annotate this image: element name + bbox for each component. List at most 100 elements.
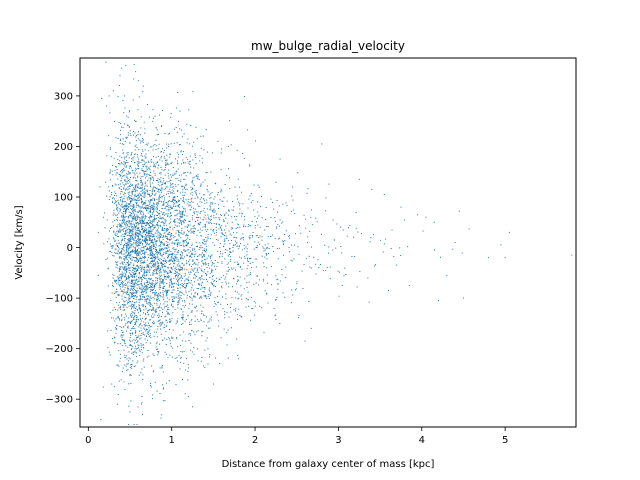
scatter-point <box>165 260 167 262</box>
scatter-point <box>201 356 203 358</box>
scatter-point <box>117 184 119 186</box>
scatter-point <box>185 162 187 164</box>
scatter-point <box>169 153 171 155</box>
scatter-point <box>266 293 268 295</box>
scatter-point <box>114 232 116 234</box>
scatter-point <box>202 365 204 367</box>
scatter-point <box>185 287 187 289</box>
scatter-point <box>454 242 456 243</box>
scatter-point <box>166 154 168 156</box>
scatter-point <box>176 271 178 273</box>
scatter-point <box>216 239 218 241</box>
scatter-point <box>168 270 170 272</box>
scatter-point <box>146 289 148 291</box>
scatter-point <box>168 243 170 245</box>
scatter-point <box>166 282 168 284</box>
scatter-point <box>249 195 251 197</box>
scatter-point <box>146 169 148 171</box>
scatter-point <box>156 251 158 253</box>
scatter-point <box>247 207 249 209</box>
scatter-point <box>157 295 159 297</box>
scatter-point <box>155 192 157 194</box>
scatter-point <box>149 235 151 237</box>
scatter-point <box>175 178 177 180</box>
scatter-point <box>137 228 139 230</box>
scatter-point <box>224 317 226 319</box>
scatter-point <box>120 379 122 381</box>
scatter-point <box>121 371 123 373</box>
scatter-point <box>147 264 149 266</box>
scatter-point <box>131 243 133 245</box>
scatter-point <box>146 104 148 106</box>
scatter-point <box>200 147 202 149</box>
scatter-point <box>129 314 131 316</box>
scatter-point <box>196 331 198 333</box>
scatter-point <box>165 262 167 264</box>
scatter-point <box>133 242 135 244</box>
scatter-point <box>294 233 296 235</box>
scatter-point <box>176 142 178 144</box>
scatter-point <box>135 246 137 248</box>
scatter-point <box>156 224 158 226</box>
scatter-point <box>279 322 281 324</box>
scatter-point <box>209 218 211 220</box>
scatter-point <box>222 219 224 221</box>
scatter-point <box>164 305 166 307</box>
scatter-point <box>194 153 196 155</box>
scatter-point <box>202 135 204 137</box>
scatter-point <box>146 264 148 266</box>
scatter-point <box>148 210 150 212</box>
scatter-point <box>158 351 160 353</box>
scatter-point <box>149 326 151 328</box>
scatter-point <box>174 259 176 261</box>
scatter-point <box>147 297 149 299</box>
scatter-point <box>121 212 123 214</box>
scatter-point <box>152 290 154 292</box>
scatter-point <box>132 232 134 234</box>
scatter-point <box>161 208 163 210</box>
scatter-point <box>109 148 111 150</box>
scatter-point <box>317 259 319 261</box>
scatter-point <box>197 176 199 178</box>
scatter-point <box>121 203 123 205</box>
scatter-point <box>126 246 128 248</box>
scatter-point <box>115 234 117 236</box>
scatter-point <box>119 280 121 282</box>
scatter-point <box>277 283 279 285</box>
scatter-point <box>240 315 242 317</box>
scatter-point <box>182 239 184 241</box>
scatter-point <box>256 274 258 276</box>
scatter-point <box>118 253 120 255</box>
scatter-point <box>191 303 193 305</box>
scatter-point <box>277 223 279 225</box>
scatter-point <box>123 187 125 189</box>
scatter-point <box>107 241 109 243</box>
scatter-point <box>178 207 180 209</box>
scatter-point <box>171 317 173 319</box>
scatter-point <box>281 222 283 224</box>
scatter-point <box>211 203 213 205</box>
scatter-point <box>313 256 315 258</box>
scatter-point <box>133 176 135 178</box>
scatter-point <box>134 272 136 274</box>
scatter-point <box>151 248 153 250</box>
scatter-point <box>159 292 161 294</box>
scatter-point <box>110 246 112 248</box>
scatter-point <box>122 331 124 333</box>
scatter-point <box>310 327 312 329</box>
scatter-point <box>151 246 153 248</box>
scatter-point <box>184 239 186 241</box>
scatter-point <box>199 284 201 286</box>
scatter-point <box>204 225 206 227</box>
scatter-point <box>200 318 202 320</box>
scatter-point <box>164 199 166 201</box>
scatter-point <box>112 214 114 216</box>
scatter-point <box>141 298 143 300</box>
scatter-point <box>324 244 326 246</box>
scatter-point <box>145 239 147 241</box>
scatter-point <box>136 242 138 244</box>
scatter-point <box>130 280 132 282</box>
scatter-point <box>136 232 138 234</box>
scatter-point <box>147 282 149 284</box>
scatter-point <box>146 165 148 167</box>
